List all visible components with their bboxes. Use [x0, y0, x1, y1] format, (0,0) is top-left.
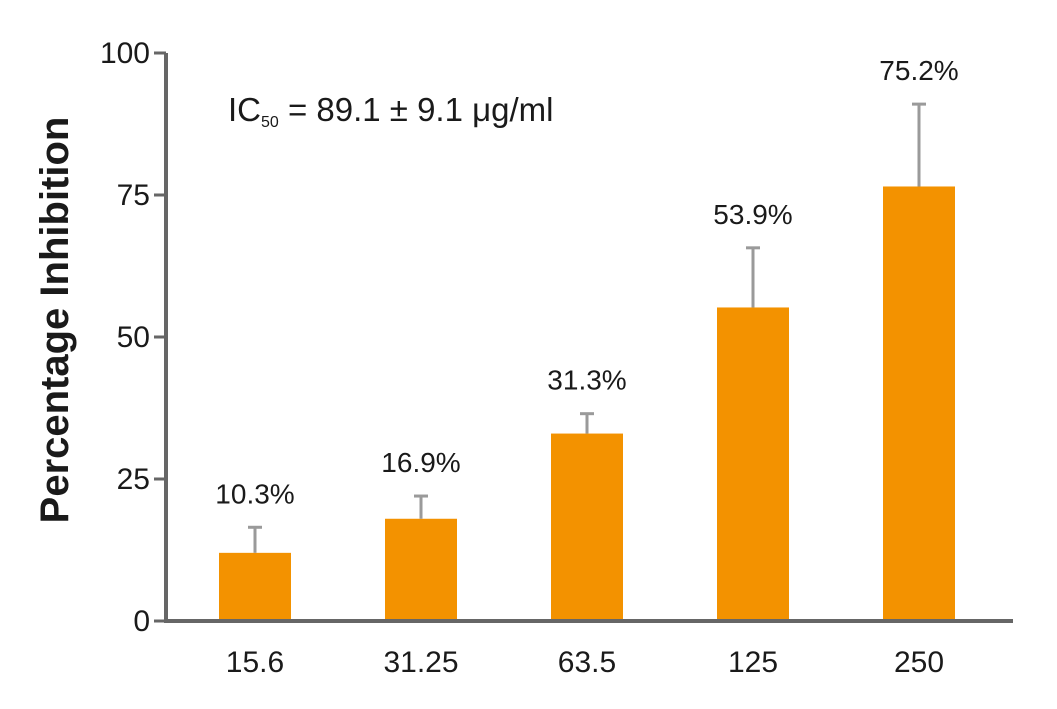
ic50-annotation: IC50 = 89.1 ± 9.1 μg/ml	[228, 91, 553, 131]
x-tick-label: 250	[894, 646, 944, 679]
data-label: 53.9%	[713, 199, 792, 230]
ic50-subscript: 50	[261, 114, 279, 131]
ic50-prefix: IC	[228, 91, 261, 128]
x-tick-label: 125	[728, 646, 778, 679]
y-tick-label: 50	[117, 321, 150, 354]
y-tick-label: 0	[133, 605, 150, 638]
y-tick-label: 75	[117, 179, 150, 212]
x-tick-label: 63.5	[558, 646, 616, 679]
data-label: 10.3%	[215, 478, 294, 509]
bar	[385, 518, 457, 621]
x-tick-label: 31.25	[383, 646, 458, 679]
bar	[219, 552, 291, 621]
ic50-value: = 89.1 ± 9.1 μg/ml	[279, 91, 554, 128]
y-tick-label: 100	[100, 37, 150, 70]
bar	[717, 307, 789, 621]
data-label: 16.9%	[381, 447, 460, 478]
data-label: 31.3%	[547, 365, 626, 396]
y-axis-title: Percentage Inhibition	[33, 117, 77, 524]
error-bars-layer	[248, 102, 926, 553]
bar	[883, 186, 955, 622]
y-ticks-layer: 0 25 50 75 100	[100, 37, 166, 638]
data-labels-layer: 10.3% 16.9% 31.3% 53.9% 75.2%	[215, 55, 958, 509]
data-label: 75.2%	[879, 55, 958, 86]
x-tick-labels-layer: 15.6 31.25 63.5 125 250	[226, 646, 944, 679]
bars-layer	[219, 186, 955, 622]
bar	[551, 433, 623, 621]
x-tick-label: 15.6	[226, 646, 284, 679]
y-tick-label: 25	[117, 463, 150, 496]
